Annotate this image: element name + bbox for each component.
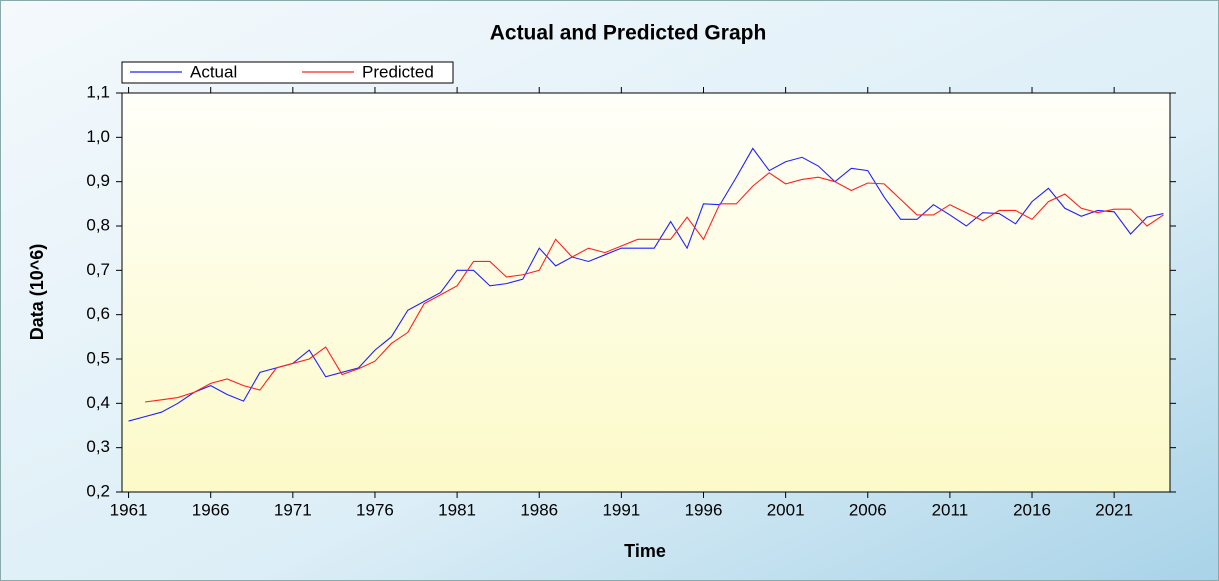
y-tick-label: 1,0 xyxy=(86,127,110,146)
x-tick-label: 1991 xyxy=(602,500,640,519)
x-tick-label: 1976 xyxy=(356,500,394,519)
y-tick-label: 0,2 xyxy=(86,481,110,500)
legend-label: Predicted xyxy=(362,62,434,81)
x-axis-label: Time xyxy=(624,541,666,561)
x-tick-label: 1961 xyxy=(110,500,148,519)
y-tick-label: 0,8 xyxy=(86,215,110,234)
legend xyxy=(121,61,454,84)
x-tick-label: 1996 xyxy=(685,500,723,519)
line-series xyxy=(128,147,1164,422)
x-tick-label: 2006 xyxy=(849,500,887,519)
y-tick-label: 0,6 xyxy=(86,304,110,323)
x-tick-label: 1966 xyxy=(192,500,230,519)
chart-title: Actual and Predicted Graph xyxy=(490,22,767,45)
x-tick-label: 2011 xyxy=(932,500,969,519)
y-tick-label: 0,7 xyxy=(86,260,110,279)
y-tick-label: 0,9 xyxy=(86,171,110,190)
x-tick-label: 2021 xyxy=(1095,500,1133,519)
x-tick-label: 2016 xyxy=(1013,500,1051,519)
y-tick-label: 0,3 xyxy=(86,437,110,456)
y-tick-label: 0,5 xyxy=(86,348,110,367)
x-tick-label: 1971 xyxy=(274,500,312,519)
line-series xyxy=(144,172,1164,403)
x-tick-label: 1981 xyxy=(438,500,476,519)
legend-label: Actual xyxy=(190,62,237,81)
y-tick-label: 1,1 xyxy=(86,82,110,101)
x-tick-label: 2001 xyxy=(767,500,805,519)
y-axis-label: Data (10^6) xyxy=(27,244,47,341)
y-tick-label: 0,4 xyxy=(86,393,110,412)
x-tick-label: 1986 xyxy=(520,500,558,519)
plot-area xyxy=(121,92,1171,493)
